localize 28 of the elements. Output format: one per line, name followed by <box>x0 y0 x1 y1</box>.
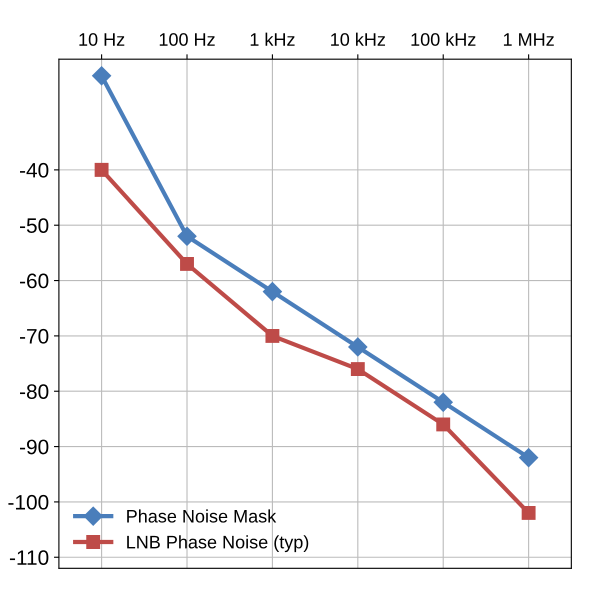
y-tick-label: -60 <box>20 274 48 288</box>
x-tick-label: 10 Hz <box>79 33 124 46</box>
point <box>434 392 453 412</box>
point <box>519 448 538 468</box>
y-tick-label: -50 <box>20 218 48 233</box>
point <box>350 362 365 376</box>
point <box>262 282 282 302</box>
x-tick-label: 10 kHz <box>331 32 386 46</box>
point <box>177 226 197 246</box>
x-tick-label: 100 Hz <box>160 33 215 46</box>
y-tick-label: -110 <box>10 550 48 566</box>
y-tick-label: -100 <box>8 494 48 510</box>
point <box>436 417 450 432</box>
legend-label: LNB Phase Noise (typ) <box>127 535 308 552</box>
point <box>92 66 112 86</box>
y-tick-label: -40 <box>20 162 48 178</box>
point <box>348 337 368 356</box>
x-tick-label: 1 MHz <box>504 33 554 46</box>
point <box>180 257 194 271</box>
point <box>522 506 536 520</box>
y-tick-label: -90 <box>20 440 48 454</box>
x-tick-label: 1 kHz <box>250 32 295 46</box>
point <box>94 162 109 177</box>
point <box>265 328 280 343</box>
y-tick-label: -70 <box>20 328 48 344</box>
x-tick-label: 100 kHz <box>411 32 476 46</box>
legend-label: Phase Noise Mask <box>127 509 276 523</box>
y-tick-label: -80 <box>20 384 48 399</box>
